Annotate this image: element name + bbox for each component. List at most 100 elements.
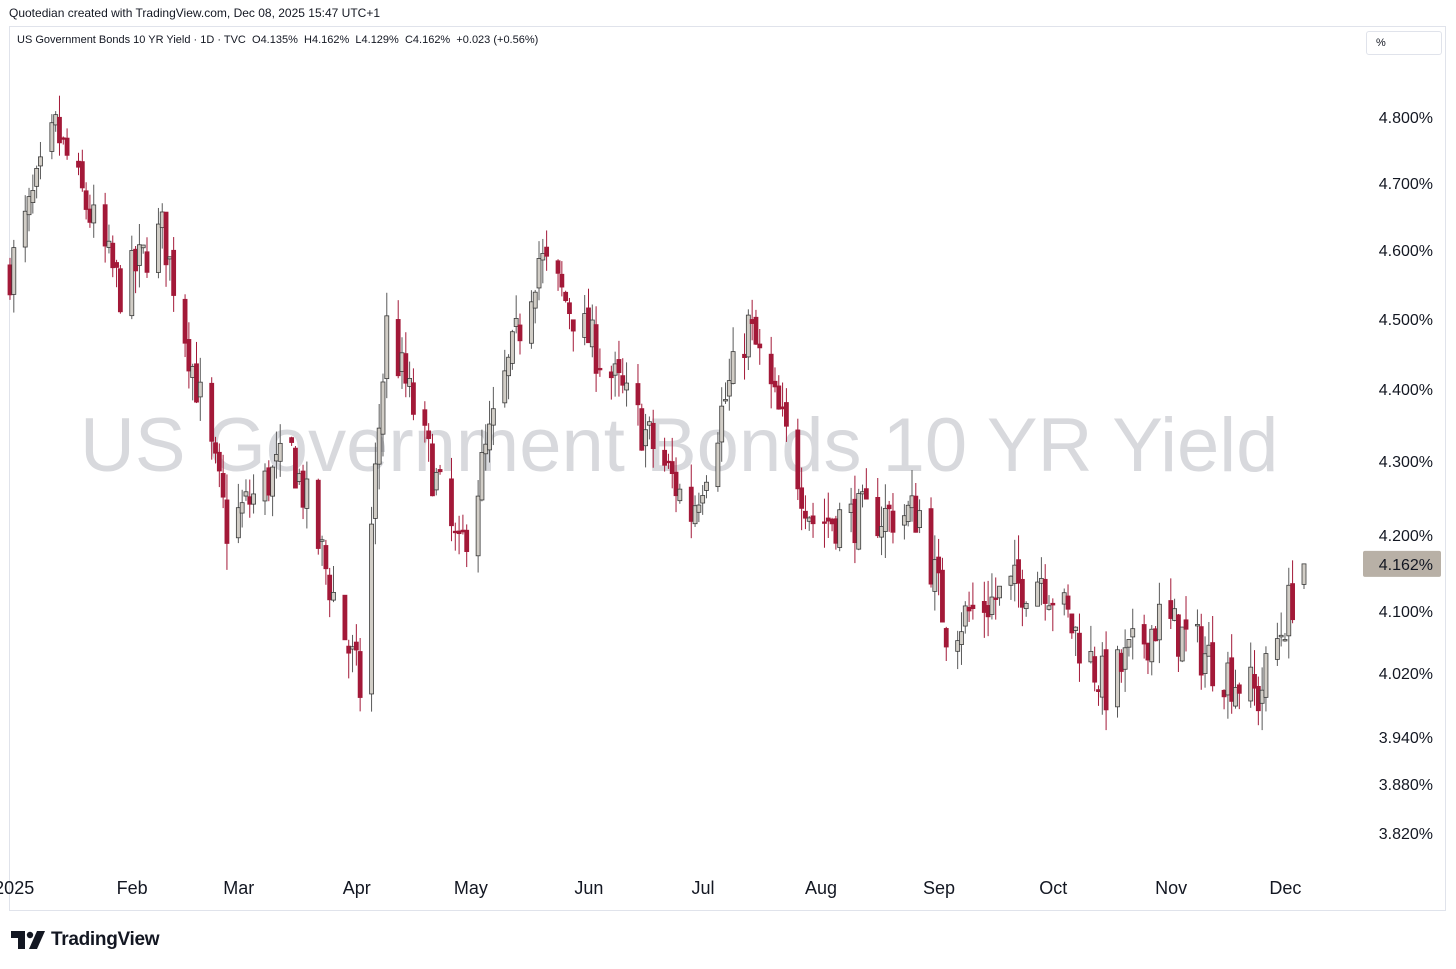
candle-body	[11, 247, 17, 295]
candle-body	[901, 515, 907, 526]
y-axis-tick-label: 4.500%	[1379, 312, 1433, 329]
y-axis-tick-label: 4.800%	[1379, 110, 1433, 127]
candle-body	[106, 240, 112, 248]
candle-body	[159, 211, 165, 229]
candle-body	[79, 161, 85, 189]
candle-body	[905, 504, 911, 523]
candle-body	[540, 253, 546, 261]
symbol-legend: US Government Bonds 10 YR Yield · 1D · T…	[17, 34, 538, 46]
candle-body	[1092, 656, 1098, 683]
candle-body	[704, 481, 709, 491]
candle-body	[1252, 674, 1257, 689]
candle-body	[757, 343, 763, 349]
candle-body	[213, 442, 218, 454]
candle-body	[22, 210, 28, 248]
candle-body	[1221, 689, 1227, 698]
candle-body	[635, 383, 641, 406]
candle-body	[1248, 666, 1254, 702]
candle-body	[696, 504, 702, 513]
candle-body	[1073, 626, 1079, 631]
candle-body	[197, 381, 203, 398]
candle-body	[1046, 605, 1052, 610]
candle-body	[1012, 564, 1018, 585]
candle-body	[1118, 652, 1124, 672]
candle-body	[300, 470, 306, 508]
candle-body	[1130, 628, 1136, 638]
candle-body	[509, 331, 515, 364]
candle-body	[970, 604, 976, 609]
candle-body	[186, 339, 192, 372]
x-axis-tick-label: Dec	[1269, 878, 1301, 898]
candle-body	[167, 256, 173, 260]
candle-body	[860, 491, 865, 495]
y-axis-tick-label: 4.400%	[1379, 382, 1433, 399]
candle-body	[464, 529, 470, 552]
candle-body	[479, 452, 485, 501]
candle-body	[1050, 602, 1056, 606]
candle-body	[673, 471, 679, 497]
close-label: C	[404, 34, 413, 46]
candle-body	[411, 382, 416, 415]
candle-body	[669, 461, 675, 474]
y-axis-tick-label: 3.820%	[1379, 826, 1433, 843]
candle-body	[266, 467, 272, 496]
candle-body	[1176, 614, 1181, 657]
y-axis-tick-label: 4.020%	[1379, 666, 1433, 683]
candle-body	[700, 495, 706, 504]
candle-body	[1069, 613, 1075, 634]
candle-body	[1016, 559, 1021, 584]
candle-body	[87, 208, 93, 223]
candle-body	[296, 473, 302, 482]
candle-body	[384, 315, 390, 380]
candle-body	[220, 473, 226, 498]
candle-body	[83, 190, 89, 210]
candle-body	[163, 211, 169, 266]
candle-body	[1096, 689, 1101, 692]
candle-body	[38, 156, 43, 167]
candle-body	[1168, 600, 1174, 619]
candle-body	[1183, 619, 1189, 630]
candle-body	[1301, 563, 1307, 585]
candle-body	[848, 503, 854, 513]
candle-body	[1099, 655, 1105, 698]
candle-body	[1233, 687, 1238, 707]
candle-body	[1023, 602, 1029, 610]
candle-body	[452, 530, 458, 534]
candle-body	[1042, 578, 1048, 604]
candle-body	[262, 470, 268, 502]
candle-body	[1179, 626, 1185, 662]
candle-body	[955, 640, 961, 652]
candle-body	[1195, 624, 1200, 627]
candle-body	[715, 442, 721, 488]
unit-selector[interactable]: %	[1366, 31, 1442, 55]
candle-body	[863, 488, 869, 500]
candle-body	[719, 405, 725, 443]
high-label: H	[304, 34, 312, 46]
candle-body	[666, 460, 671, 464]
candle-body	[1198, 626, 1204, 676]
candle-body	[289, 437, 295, 443]
candle-body	[852, 498, 858, 544]
y-axis-tick-label: 4.200%	[1379, 528, 1433, 545]
candle-body	[993, 597, 999, 600]
candle-body	[110, 242, 116, 269]
candle-body	[30, 190, 36, 203]
candle-body	[350, 646, 355, 650]
candle-body	[593, 324, 599, 374]
candle-body	[1286, 584, 1292, 637]
candle-body	[353, 641, 359, 651]
candle-body	[475, 495, 481, 557]
candle-body	[563, 291, 569, 302]
candle-body	[1274, 638, 1280, 660]
candle-body	[171, 249, 177, 296]
candle-body	[981, 601, 987, 613]
candle-body	[559, 273, 565, 288]
candle-body	[34, 168, 40, 187]
candle-body	[102, 204, 108, 247]
y-axis-tick-label: 3.880%	[1379, 777, 1433, 794]
candle-body	[932, 559, 938, 592]
candle-body	[917, 510, 923, 528]
candle-body	[1008, 575, 1014, 586]
chart-panel[interactable]	[9, 26, 1446, 911]
